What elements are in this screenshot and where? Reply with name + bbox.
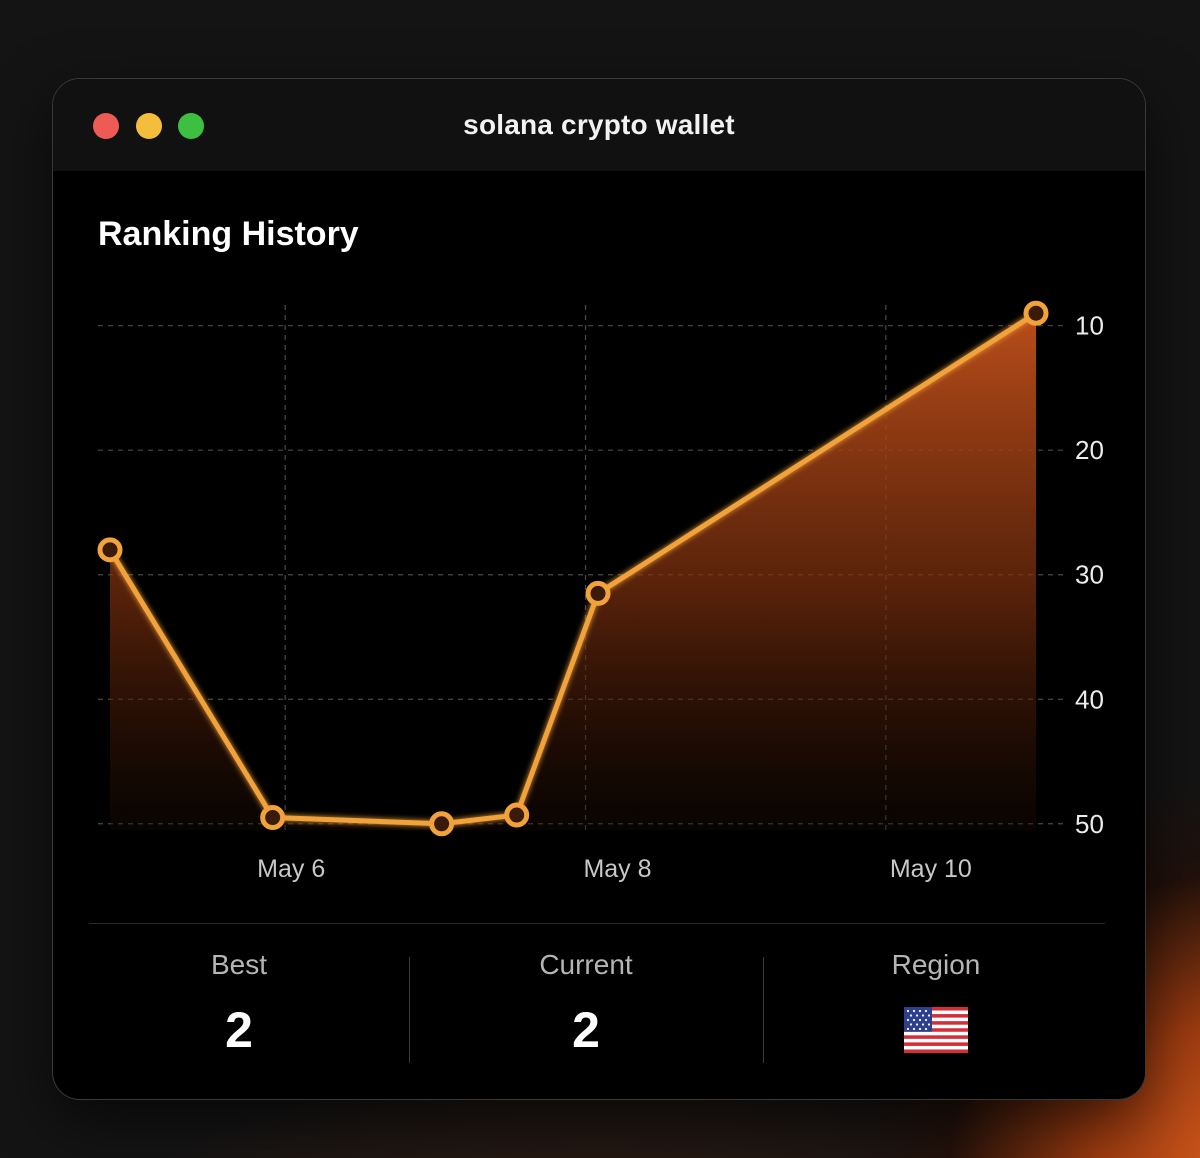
divider <box>89 923 1105 924</box>
y-tick-label: 50 <box>1075 809 1104 839</box>
region-label: Region <box>891 949 981 980</box>
best-label: Best <box>210 949 268 980</box>
best-value: 2 <box>225 1002 253 1058</box>
section-title: Ranking History <box>98 215 359 253</box>
current-stat: Current 2 <box>416 949 756 1059</box>
app-window: solana crypto wallet Ranking History 10 2… <box>52 78 1146 1100</box>
stat-divider <box>763 957 764 1063</box>
area-fill <box>110 313 1036 830</box>
current-value: 2 <box>572 1002 600 1058</box>
current-label: Current <box>539 949 633 980</box>
x-tick-label: May 6 <box>257 855 325 883</box>
x-tick-label: May 8 <box>583 855 651 883</box>
data-point <box>429 811 455 837</box>
us-flag-icon <box>904 1007 968 1053</box>
y-tick-label: 30 <box>1075 560 1104 590</box>
y-tick-label: 10 <box>1075 311 1104 341</box>
title-bar: solana crypto wallet <box>53 79 1145 171</box>
best-stat: Best 2 <box>69 949 409 1059</box>
data-point <box>260 805 286 831</box>
series-line <box>107 310 1039 827</box>
data-point <box>504 802 530 828</box>
close-window-button[interactable] <box>93 113 119 139</box>
y-tick-label: 40 <box>1075 684 1104 714</box>
region-stat: Region <box>766 949 1106 1053</box>
maximize-window-button[interactable] <box>178 113 204 139</box>
data-point <box>585 580 611 606</box>
x-tick-label: May 10 <box>890 855 972 883</box>
data-point <box>1023 300 1049 326</box>
stat-divider <box>409 957 410 1063</box>
data-point <box>97 537 123 563</box>
window-title: solana crypto wallet <box>463 109 735 140</box>
y-tick-label: 20 <box>1075 435 1104 465</box>
minimize-window-button[interactable] <box>136 113 162 139</box>
ranking-history-chart: 10 20 30 40 50 May 6 May 8 May 10 <box>97 300 1104 883</box>
